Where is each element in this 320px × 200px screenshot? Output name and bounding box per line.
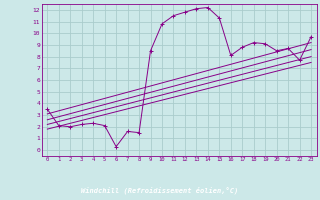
Text: Windchill (Refroidissement éolien,°C): Windchill (Refroidissement éolien,°C) (81, 186, 239, 194)
